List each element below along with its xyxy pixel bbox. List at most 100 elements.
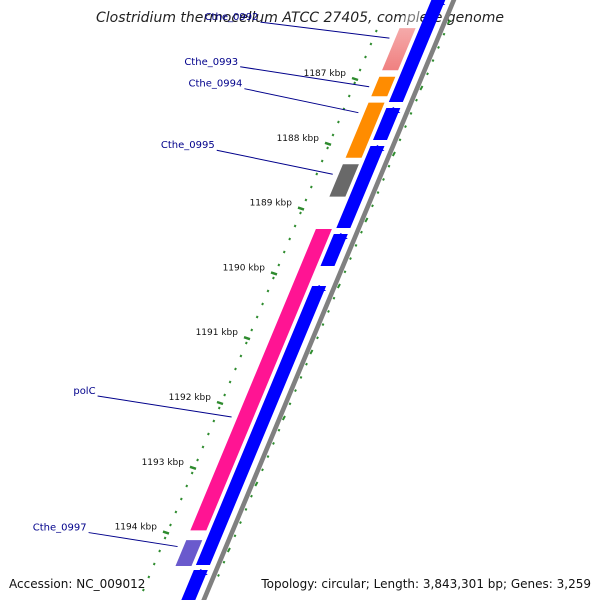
ruler-dot bbox=[174, 510, 178, 514]
gc-dot bbox=[442, 32, 446, 36]
gene-feature bbox=[371, 76, 396, 97]
cds-segment bbox=[336, 146, 385, 228]
gc-dot bbox=[261, 468, 264, 472]
gc-dot bbox=[332, 296, 336, 300]
ruler-tick bbox=[270, 271, 278, 276]
ruler-dot bbox=[282, 250, 286, 254]
cds-arrow bbox=[333, 233, 348, 239]
cds-segment bbox=[372, 108, 401, 140]
ruler-tick bbox=[243, 336, 251, 341]
backbone-line bbox=[201, 0, 457, 600]
gc-dot bbox=[222, 560, 226, 564]
ruler-dot bbox=[299, 211, 302, 215]
accession-label: Accession: NC_009012 bbox=[9, 577, 146, 591]
ruler-tick bbox=[324, 141, 332, 146]
ruler-dot bbox=[255, 315, 259, 319]
gc-dot bbox=[299, 375, 303, 379]
gc-dot bbox=[354, 243, 358, 247]
gc-dot bbox=[244, 507, 248, 511]
gc-dot bbox=[382, 177, 385, 181]
cds-arrow bbox=[312, 285, 327, 291]
ruler-tick bbox=[189, 465, 197, 470]
ruler-tick-label: 1192 kbp bbox=[169, 393, 212, 403]
map-title: Clostridium thermocellum ATCC 27405, com… bbox=[96, 10, 504, 26]
gc-dot bbox=[309, 349, 314, 355]
ruler-tick-label: 1188 kbp bbox=[277, 134, 320, 144]
ruler-dot bbox=[331, 133, 335, 137]
gene-label: Cthe_0995 bbox=[161, 140, 215, 151]
gc-dot bbox=[272, 441, 275, 445]
gc-dot bbox=[398, 138, 402, 142]
gc-dot bbox=[371, 204, 374, 208]
gene-feature bbox=[175, 540, 203, 566]
ruler-dot bbox=[158, 549, 162, 553]
gene-label: polC bbox=[73, 386, 95, 397]
gc-dot bbox=[446, 19, 451, 25]
ruler-tick bbox=[216, 400, 224, 406]
gc-dot bbox=[217, 573, 220, 577]
gc-dot bbox=[277, 428, 281, 432]
gc-dot bbox=[316, 336, 319, 340]
ruler-dot bbox=[277, 263, 281, 267]
gc-dot-track bbox=[217, 19, 451, 577]
ruler-dot bbox=[315, 172, 319, 176]
ruler-dot bbox=[185, 484, 189, 488]
gene-label-leader bbox=[260, 21, 390, 39]
backbone-track bbox=[201, 0, 457, 600]
gc-dot bbox=[343, 270, 347, 274]
ruler-tick bbox=[162, 530, 170, 535]
gc-dot bbox=[239, 521, 242, 525]
gene-label-leader bbox=[97, 395, 232, 418]
ruler-dot bbox=[337, 120, 340, 124]
cds-lane-track bbox=[181, 0, 446, 600]
gc-dot bbox=[349, 257, 352, 261]
cds-arrow bbox=[386, 107, 401, 113]
ruler-tick bbox=[297, 206, 305, 211]
gc-dot bbox=[250, 494, 253, 498]
gene-label-leader bbox=[240, 66, 370, 88]
ruler-dot bbox=[364, 55, 367, 59]
gene-label: Cthe_0993 bbox=[184, 57, 238, 68]
ruler-dot bbox=[201, 445, 205, 449]
cds-segment bbox=[388, 0, 446, 102]
gene-label: Cthe_0994 bbox=[189, 79, 243, 90]
ruler-dot bbox=[142, 588, 145, 592]
gc-dot bbox=[404, 125, 407, 129]
cds-arrow bbox=[431, 0, 446, 5]
gene-label-track: Cthe_0992 Cthe_0993 Cthe_0994 Cthe_0995 polC… bbox=[33, 12, 390, 548]
ruler-dot bbox=[266, 289, 270, 293]
ruler-dot bbox=[288, 237, 292, 241]
ruler-track: 1187 kbp 1188 kbp 1189 kbp 1190 kbp 1191 kbp… bbox=[115, 29, 378, 592]
ruler-dot bbox=[309, 185, 313, 189]
gc-dot bbox=[281, 415, 286, 421]
cds-segment bbox=[181, 570, 208, 600]
ruler-dot bbox=[234, 367, 237, 371]
gc-dot bbox=[321, 323, 325, 327]
gc-dot bbox=[327, 309, 330, 313]
ruler-tick-label: 1194 kbp bbox=[115, 523, 158, 533]
ruler-tick-label: 1187 kbp bbox=[304, 69, 347, 79]
genome-summary: Topology: circular; Length: 3,843,301 bp… bbox=[261, 577, 591, 591]
gc-dot bbox=[288, 402, 292, 406]
ruler-dot bbox=[358, 68, 362, 72]
gc-dot bbox=[226, 547, 231, 553]
ruler-dot bbox=[261, 302, 264, 306]
gene-track bbox=[175, 0, 428, 566]
gene-label: Cthe_0992 bbox=[205, 12, 259, 23]
gc-dot bbox=[415, 98, 418, 102]
ruler-dot bbox=[152, 562, 156, 566]
gene-feature bbox=[190, 229, 332, 531]
ruler-dot bbox=[353, 81, 357, 85]
gc-dot bbox=[431, 59, 435, 63]
cds-segment bbox=[195, 286, 327, 565]
gc-dot bbox=[391, 151, 396, 157]
gc-dot bbox=[364, 217, 369, 223]
ruler-tick-label: 1189 kbp bbox=[250, 199, 293, 209]
cds-arrow bbox=[370, 145, 385, 151]
gc-dot bbox=[409, 111, 413, 115]
ruler-dot bbox=[374, 29, 378, 33]
gc-dot bbox=[254, 481, 259, 487]
gc-dot bbox=[360, 230, 363, 234]
ruler-dot bbox=[179, 497, 183, 501]
